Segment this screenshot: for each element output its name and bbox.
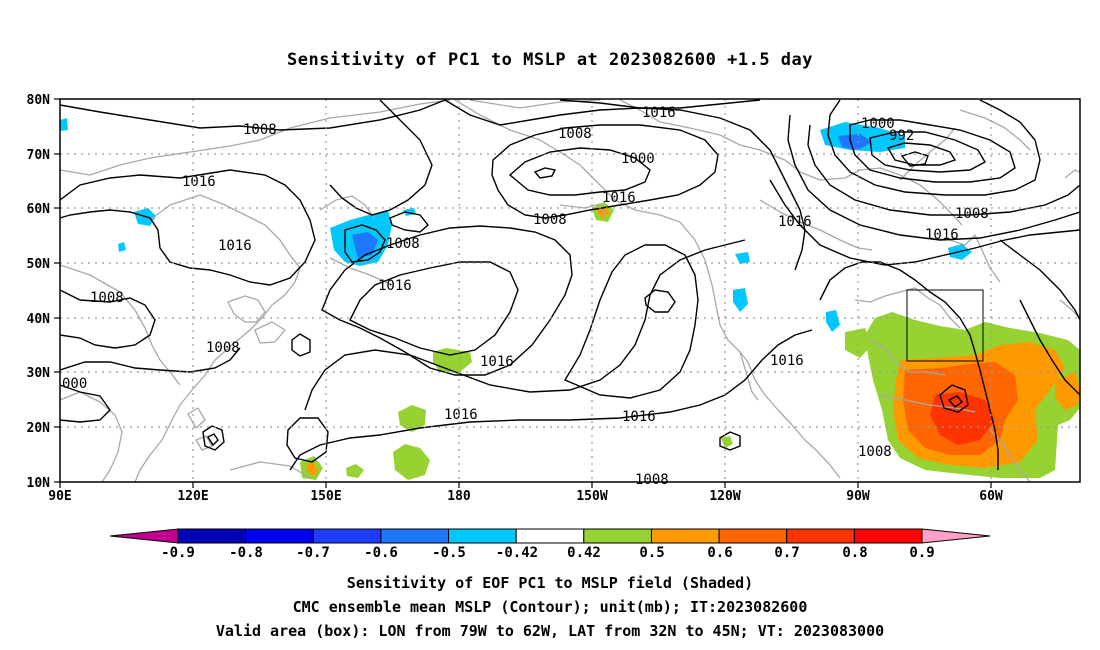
contour-label: 1008 bbox=[243, 122, 277, 138]
colorbar-cell bbox=[380, 528, 450, 544]
lat-label: 50N bbox=[27, 257, 51, 272]
shade-caribbean-red bbox=[930, 392, 995, 445]
contour-label: 1016 bbox=[622, 409, 656, 425]
contour-label: 1008 bbox=[386, 236, 420, 252]
shade-plains-cyan bbox=[826, 310, 840, 332]
contour-label: 1016 bbox=[182, 174, 216, 190]
colorbar-label: -0.42 bbox=[496, 545, 538, 561]
contour-label: 1016 bbox=[602, 190, 636, 206]
footer-valid-area: Valid area (box): LON from 79W to 62W, L… bbox=[215, 622, 885, 640]
contour-label: 1008 bbox=[558, 126, 592, 142]
shade-rockies-cyan bbox=[735, 252, 750, 264]
lon-label: 120W bbox=[709, 489, 740, 504]
colorbar-cell bbox=[718, 528, 788, 544]
shade-pacific-5 bbox=[306, 462, 318, 476]
contour-label: 1016 bbox=[770, 353, 804, 369]
valid-area-box bbox=[906, 289, 984, 362]
lon-label: 60W bbox=[979, 489, 1003, 504]
shade-pacific-7 bbox=[721, 436, 733, 448]
longitude-labels: 90E 120E 150E 180 150W 120W 90W 60W bbox=[48, 489, 1003, 504]
colorbar-cell bbox=[312, 528, 382, 544]
lon-label: 90W bbox=[846, 489, 870, 504]
lat-label: 70N bbox=[27, 148, 51, 163]
colorbar-cells bbox=[109, 528, 991, 544]
colorbar-label: -0.9 bbox=[161, 545, 195, 561]
lon-label: 180 bbox=[447, 489, 471, 504]
grid-lines bbox=[60, 99, 1080, 482]
colorbar-label: -0.6 bbox=[364, 545, 398, 561]
colorbar-cell bbox=[583, 528, 652, 544]
shade-pacific-1 bbox=[398, 405, 426, 432]
lon-label: 150E bbox=[310, 489, 341, 504]
contour-label: 1008 bbox=[635, 472, 669, 488]
footer-contour-description: CMC ensemble mean MSLP (Contour); unit(m… bbox=[292, 598, 808, 616]
colorbar-cell bbox=[786, 528, 855, 544]
colorbar-label: -0.7 bbox=[296, 545, 330, 561]
lat-label: 40N bbox=[27, 312, 51, 327]
contour-label: 1008 bbox=[533, 212, 567, 228]
contour-label: 1016 bbox=[642, 105, 676, 121]
footer-shading-description: Sensitivity of EOF PC1 to MSLP field (Sh… bbox=[346, 574, 754, 592]
contour-label: 1000 bbox=[861, 116, 895, 132]
contour-label: 1016 bbox=[218, 238, 252, 254]
contour-label: 1016 bbox=[378, 278, 412, 294]
lat-label: 20N bbox=[27, 421, 51, 436]
contour-label: 1016 bbox=[444, 407, 478, 423]
latitude-labels: 80N 70N 60N 50N 40N 30N 20N 10N bbox=[27, 93, 51, 491]
colorbar-end-low bbox=[109, 528, 179, 544]
contour-label: 1016 bbox=[925, 227, 959, 243]
lat-label: 60N bbox=[27, 202, 51, 217]
colorbar-label: 0.7 bbox=[774, 545, 799, 561]
colorbar-label: 0.42 bbox=[567, 545, 601, 561]
mslp-contours bbox=[60, 99, 1080, 471]
lat-label: 30N bbox=[27, 366, 51, 381]
colorbar-label: 0.6 bbox=[707, 545, 732, 561]
colorbar-label: -0.5 bbox=[432, 545, 466, 561]
axis-ticks bbox=[54, 98, 992, 488]
contour-label: 1008 bbox=[90, 290, 124, 306]
contour-label: 1016 bbox=[778, 214, 812, 230]
colorbar-label: -0.8 bbox=[229, 545, 263, 561]
lon-label: 90E bbox=[48, 489, 71, 504]
contour-label: 1008 bbox=[206, 340, 240, 356]
shade-gulf-green bbox=[845, 328, 872, 358]
plot-frame bbox=[59, 98, 1081, 483]
contour-label: 000 bbox=[62, 376, 87, 392]
shade-east-atlantic bbox=[1055, 372, 1080, 410]
colorbar-cell bbox=[448, 528, 517, 544]
shade-siberia-cyan bbox=[118, 242, 126, 252]
colorbar-cell bbox=[515, 528, 585, 544]
contour-labels: 1008 1016 1016 1008 1008 000 1016 1008 1… bbox=[62, 105, 989, 488]
lat-label: 10N bbox=[27, 476, 51, 491]
shade-hudson-cyan bbox=[733, 288, 748, 312]
shade-pacific-6 bbox=[346, 464, 364, 478]
colorbar-label: 0.5 bbox=[639, 545, 664, 561]
colorbar-cell bbox=[853, 528, 923, 544]
colorbar-labels: -0.9 -0.8 -0.7 -0.6 -0.5 -0.42 0.42 0.5 … bbox=[161, 545, 935, 561]
shade-westedge-cyan bbox=[60, 118, 68, 131]
map-title: Sensitivity of PC1 to MSLP at 2023082600… bbox=[286, 50, 813, 70]
shade-arctic-blue bbox=[838, 134, 872, 150]
colorbar-cell bbox=[245, 528, 314, 544]
colorbar-cell bbox=[650, 528, 720, 544]
lat-label: 80N bbox=[27, 93, 51, 108]
contour-label: 1016 bbox=[480, 354, 514, 370]
lon-label: 120E bbox=[177, 489, 208, 504]
colorbar: -0.9 -0.8 -0.7 -0.6 -0.5 -0.42 0.42 0.5 … bbox=[109, 528, 991, 561]
colorbar-cell bbox=[177, 528, 247, 544]
shade-kamchatka-blue bbox=[352, 232, 378, 258]
contour-label: 1000 bbox=[621, 151, 655, 167]
contour-label: 1008 bbox=[955, 206, 989, 222]
lon-label: 150W bbox=[576, 489, 607, 504]
shade-pacific-2 bbox=[393, 444, 430, 480]
colorbar-label: 0.8 bbox=[842, 545, 867, 561]
colorbar-end-high bbox=[921, 528, 991, 544]
contour-label: 992 bbox=[889, 128, 914, 144]
contour-label: 1008 bbox=[858, 444, 892, 460]
colorbar-label: 0.9 bbox=[909, 545, 934, 561]
